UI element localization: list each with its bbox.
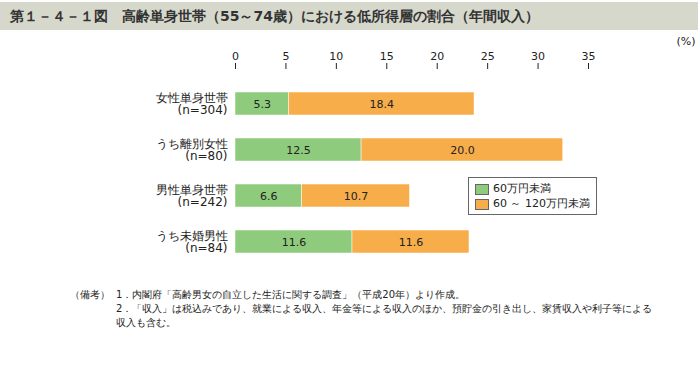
svg-text:男性単身世帯(n=242): 男性単身世帯(n=242) [156,183,228,209]
svg-text:20: 20 [430,50,444,63]
html-text:1．内閣府「高齢男女の自立した生活に関する調査」（平成20年: 1．内閣府「高齢男女の自立した生活に関する調査」（平成20年）より作成。 [116,289,466,300]
svg-text:うち離別女性(n=80): うち離別女性(n=80) [156,137,228,163]
svg-text:10.7: 10.7 [344,190,369,203]
svg-text:5.3: 5.3 [253,98,271,111]
svg-text:15: 15 [380,50,394,63]
svg-text:11.6: 11.6 [399,236,424,249]
html-text:（備考）: （備考） [70,289,110,300]
svg-text:10: 10 [329,50,343,63]
html-text:60万円未満: 60万円未満 [493,182,551,195]
svg-text:うち未婚男性(n=84): うち未婚男性(n=84) [156,229,228,255]
svg-text:5: 5 [282,50,289,63]
svg-text:30: 30 [531,50,545,63]
html-text:60 ～ 120万円未満: 60 ～ 120万円未満 [493,197,590,210]
svg-text:6.6: 6.6 [260,190,278,203]
svg-text:0: 0 [232,50,239,63]
svg-text:12.5: 12.5 [286,144,311,157]
svg-text:11.6: 11.6 [282,236,307,249]
html-text:2．「収入」は税込みであり、就業による収入、年金等による収入: 2．「収入」は税込みであり、就業による収入、年金等による収入のほか、預貯金の引き… [116,303,653,328]
html-text:第１－４－１図 高齢単身世帯（55～74歳）における低所得層: 第１－４－１図 高齢単身世帯（55～74歳）における低所得層の割合（年間収入） [10,8,539,24]
svg-text:20.0: 20.0 [450,144,475,157]
svg-text:18.4: 18.4 [369,98,394,111]
svg-text:(%): (%) [676,35,695,48]
svg-text:25: 25 [481,50,495,63]
svg-text:女性単身世帯(n=304): 女性単身世帯(n=304) [156,91,228,117]
svg-text:35: 35 [582,50,596,63]
